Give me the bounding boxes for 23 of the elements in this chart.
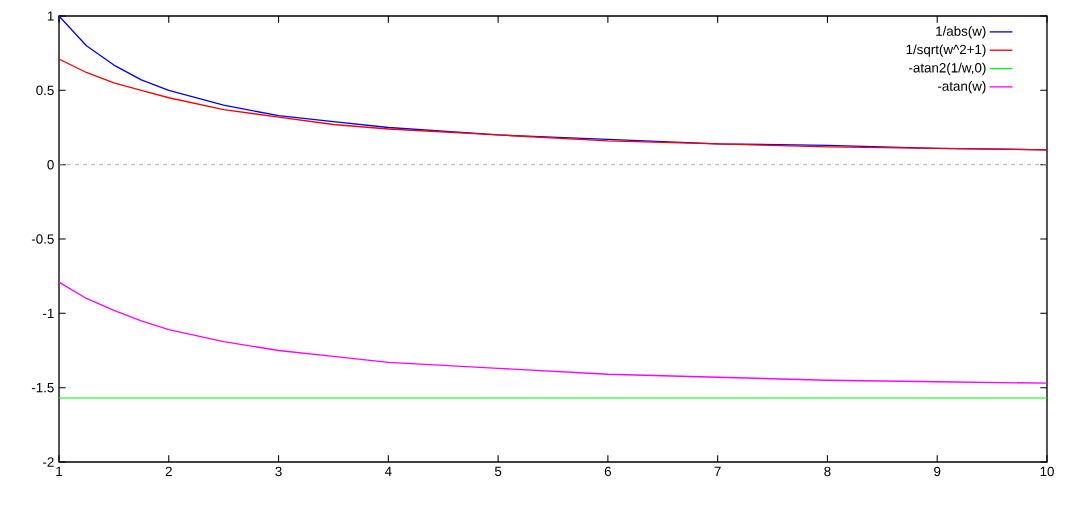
x-tick-label: 3 (275, 466, 282, 477)
x-tick-label: 2 (165, 466, 172, 477)
x-tick-label: 7 (714, 466, 721, 476)
y-tick-label: 0.5 (36, 85, 54, 96)
x-tick-label: 10 (1040, 466, 1054, 477)
x-tick-label: 5 (494, 466, 502, 477)
legend-label: 1/abs(w) (936, 26, 986, 39)
legend-label: 1/sqrt(w^2+1) (906, 44, 986, 57)
line-series (59, 58, 1047, 151)
y-tick-label: -1.5 (31, 383, 54, 393)
legend-label: -atan(w) (938, 81, 986, 94)
line-series (59, 281, 1047, 384)
x-tick-label: 8 (824, 466, 831, 477)
y-tick-label: -0.5 (31, 234, 54, 244)
legend-label: -atan2(1/w,0) (909, 62, 986, 76)
x-tick-label: 9 (934, 466, 941, 477)
y-tick-label: 0 (47, 159, 54, 170)
y-tick-label: 1 (47, 11, 54, 21)
x-tick-label: 6 (604, 466, 612, 477)
y-tick-label: -1 (43, 308, 54, 318)
x-tick-label: 1 (56, 466, 63, 476)
x-tick-label: 4 (384, 466, 392, 476)
y-tick-label: -2 (43, 457, 54, 467)
